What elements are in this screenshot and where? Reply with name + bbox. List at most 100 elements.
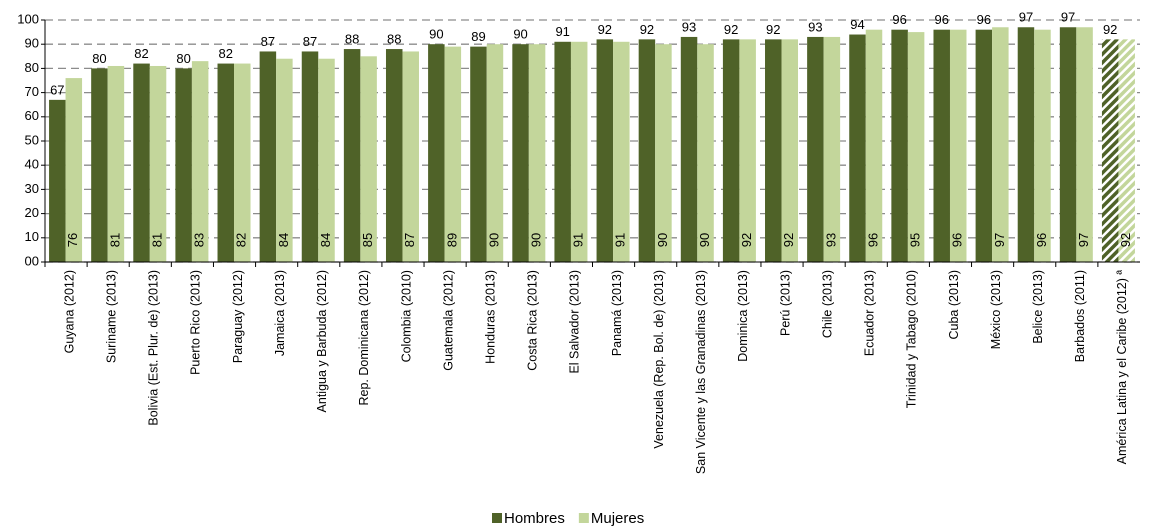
x-tick-label: Chile (2013)	[820, 270, 834, 338]
x-tick-label: Dominica (2013)	[736, 270, 750, 362]
x-tick-label: Rep. Dominicana (2012)	[357, 270, 371, 406]
value-label: 87	[261, 34, 275, 49]
value-label: 93	[808, 19, 822, 34]
bar	[722, 39, 740, 262]
value-label: 90	[486, 233, 501, 247]
y-tick-label: 30	[25, 181, 39, 196]
bar	[175, 68, 192, 263]
value-label: 96	[892, 12, 906, 27]
value-label: 95	[908, 233, 923, 247]
x-tick-label: Trinidad y Tabago (2010)	[905, 270, 919, 408]
bar	[276, 58, 293, 262]
bar	[528, 44, 546, 263]
value-label: 81	[107, 233, 122, 247]
y-tick-label: 10	[25, 229, 39, 244]
x-tick-label: El Salvador (2013)	[568, 270, 582, 374]
y-tick-label: 70	[25, 84, 39, 99]
x-tick-label: Costa Rica (2013)	[526, 270, 540, 371]
value-label: 67	[50, 82, 64, 97]
value-label: 96	[977, 12, 991, 27]
value-label: 92	[640, 22, 654, 37]
value-label: 90	[529, 233, 544, 247]
value-label: 93	[682, 19, 696, 34]
x-tick-label: Barbados (2011)	[1073, 270, 1087, 362]
bar	[91, 68, 108, 263]
y-tick-label: 80	[25, 60, 39, 75]
bar	[1017, 27, 1035, 263]
x-tick-label: México (2013)	[989, 270, 1003, 349]
y-tick-label: 50	[25, 132, 39, 147]
bar	[570, 41, 588, 262]
bar	[739, 39, 756, 262]
value-label: 88	[345, 31, 359, 46]
value-label: 89	[471, 29, 485, 44]
y-tick-label: 00	[25, 253, 39, 268]
legend-swatch	[492, 513, 502, 523]
x-tick-label: Colombia (2010)	[399, 270, 413, 362]
bar	[360, 56, 377, 262]
x-tick-label: Guatemala (2012)	[441, 270, 455, 371]
bar	[49, 99, 66, 262]
value-label: 82	[234, 233, 249, 247]
bar	[107, 65, 125, 262]
value-label: 90	[697, 233, 712, 247]
value-label: 80	[92, 51, 106, 66]
bar	[512, 44, 529, 263]
bar	[907, 32, 925, 262]
value-label: 97	[1019, 10, 1033, 25]
x-tick-label: Antigua y Barbuda (2012)	[315, 270, 329, 412]
value-label: 91	[555, 24, 569, 39]
value-label: 90	[429, 27, 443, 42]
bar	[554, 41, 571, 262]
value-label: 90	[655, 233, 670, 247]
x-tick-label: San Vicente y las Granadinas (2013)	[694, 270, 708, 474]
bar	[470, 46, 487, 263]
bar	[992, 27, 1009, 263]
value-label: 97	[1061, 10, 1075, 25]
bar	[318, 58, 335, 262]
value-label: 96	[934, 12, 948, 27]
bar	[865, 29, 883, 263]
bar	[1059, 27, 1077, 263]
bar	[428, 44, 445, 263]
bar	[680, 36, 698, 262]
bar	[613, 41, 630, 262]
value-label: 92	[1118, 233, 1133, 247]
value-label: 90	[513, 27, 527, 42]
bar	[1034, 29, 1051, 263]
bar	[596, 39, 614, 262]
value-label: 88	[387, 31, 401, 46]
x-tick-label: Bolivia (Est. Plur. de) (2013)	[147, 270, 161, 426]
value-label: 96	[1034, 233, 1049, 247]
bar	[343, 49, 361, 262]
bar	[191, 61, 209, 262]
value-label: 84	[318, 233, 333, 247]
x-tick-label: Cuba (2013)	[947, 270, 961, 340]
bar	[765, 39, 782, 262]
bar	[1101, 39, 1119, 262]
value-label: 96	[865, 233, 880, 247]
x-tick-label: Suriname (2013)	[104, 270, 118, 363]
bar	[638, 39, 656, 262]
bar	[975, 29, 993, 263]
x-tick-label: Honduras (2013)	[484, 270, 498, 364]
value-label: 82	[219, 46, 233, 61]
value-label: 89	[444, 233, 459, 247]
bar	[849, 34, 866, 262]
value-label: 92	[724, 22, 738, 37]
value-label: 85	[360, 233, 375, 247]
bar	[385, 49, 403, 262]
bar	[823, 36, 841, 262]
value-label: 80	[176, 51, 190, 66]
value-label: 81	[149, 233, 164, 247]
value-label: 93	[823, 233, 838, 247]
bar	[697, 44, 714, 263]
x-tick-label: Guyana (2012)	[62, 270, 76, 353]
value-label: 91	[613, 233, 628, 247]
value-label: 97	[992, 233, 1007, 247]
bar	[1076, 27, 1093, 263]
x-tick-label: Paraguay (2012)	[231, 270, 245, 363]
value-label: 87	[303, 34, 317, 49]
value-label: 92	[598, 22, 612, 37]
x-tick-label: Venezuela (Rep. Bol. de) (2013)	[652, 270, 666, 449]
